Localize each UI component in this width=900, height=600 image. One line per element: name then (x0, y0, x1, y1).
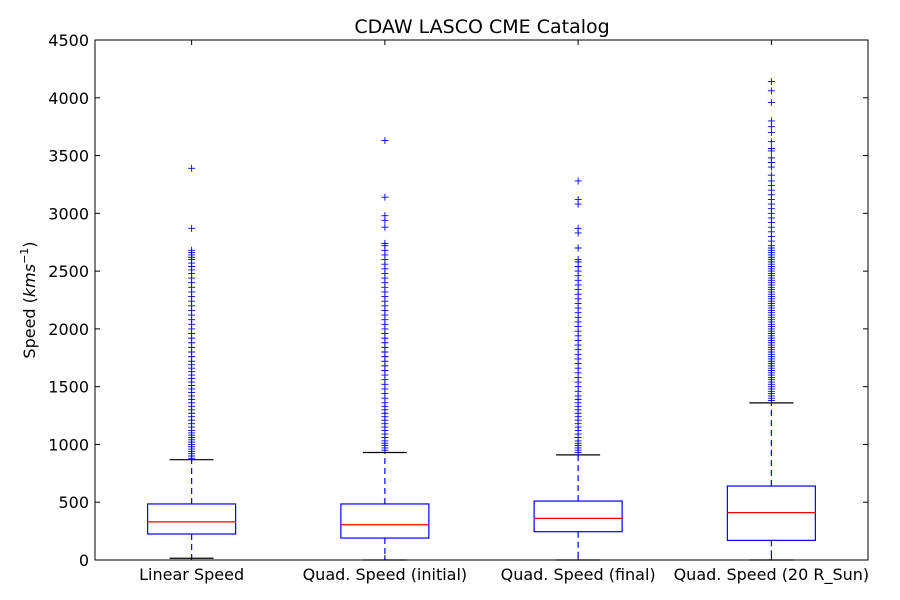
flier-point (381, 193, 389, 201)
flier-point (767, 78, 775, 86)
flier-point (381, 239, 389, 247)
flier-point (188, 164, 196, 172)
chart-title: CDAW LASCO CME Catalog (354, 16, 609, 38)
y-tick-label: 500 (58, 493, 89, 512)
flier-point (767, 138, 775, 146)
y-tick-label: 1500 (48, 378, 89, 397)
y-tick-label: 2000 (48, 320, 89, 339)
flier-point (574, 177, 582, 185)
flier-point (574, 195, 582, 203)
flier-point (767, 145, 775, 153)
flier-point (188, 246, 196, 254)
flier-point (767, 98, 775, 106)
x-tick-label: Quad. Speed (initial) (303, 565, 468, 584)
x-tick-label: Linear Speed (139, 565, 244, 584)
flier-point (188, 224, 196, 232)
plot-area: 0 500 1000 1500 2000 2500 3000 3500 4000 4500 Line… (48, 31, 869, 585)
x-tick-label: Quad. Speed (20 R_Sun) (674, 565, 870, 585)
y-tick-label: 3500 (48, 147, 89, 166)
box-iqr (533, 500, 623, 533)
flier-point (767, 171, 775, 179)
flier-point (574, 256, 582, 264)
y-tick-label: 4500 (48, 31, 89, 50)
x-tick-label: Quad. Speed (final) (501, 565, 656, 584)
flier-point (381, 223, 389, 231)
flier-point (767, 87, 775, 95)
flier-point (574, 244, 582, 252)
flier-point (767, 117, 775, 125)
box-iqr (147, 503, 237, 535)
box-iqr (340, 503, 430, 539)
flier-point (381, 212, 389, 220)
y-axis-label: Speed (kms−1) (18, 241, 39, 358)
flier-point (767, 154, 775, 162)
plot-frame (94, 39, 869, 561)
y-tick-label: 3000 (48, 204, 89, 223)
y-tick-label: 1000 (48, 435, 89, 454)
flier-point (574, 224, 582, 232)
y-tick-label: 0 (79, 551, 89, 570)
y-tick-label: 4000 (48, 89, 89, 108)
y-tick-label: 2500 (48, 262, 89, 281)
flier-point (381, 137, 389, 145)
